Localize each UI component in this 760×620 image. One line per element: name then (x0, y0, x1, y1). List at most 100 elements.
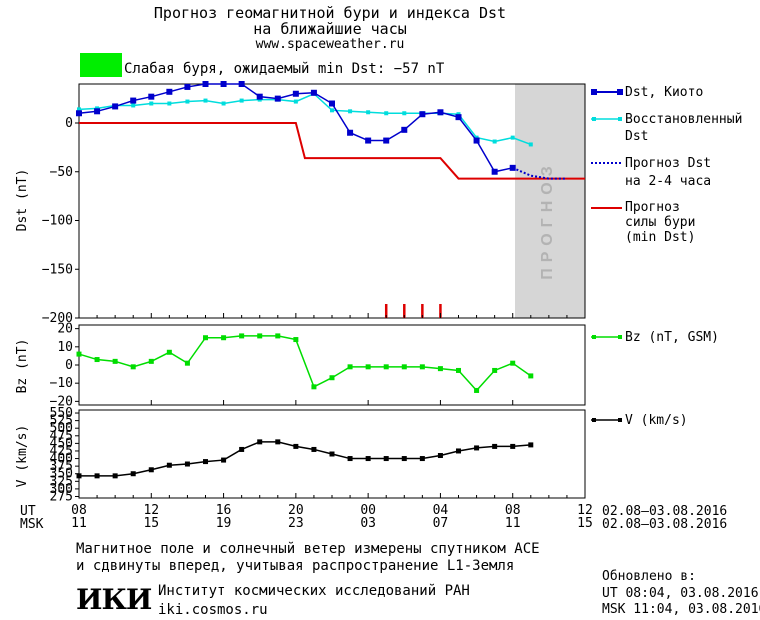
data-point (473, 137, 480, 144)
chart-title: Прогноз геомагнитной бури и индекса Dst (153, 4, 507, 22)
data-point (112, 473, 118, 479)
ytick-label: 300 (50, 482, 73, 497)
chart-subtitle: на ближайшие часы (253, 20, 407, 38)
ut-label: UT (20, 504, 36, 519)
ytick-label: −150 (42, 262, 73, 277)
ytick-label: 450 (50, 436, 73, 451)
data-point (492, 139, 497, 144)
data-point (347, 129, 354, 136)
data-point (166, 462, 172, 468)
ytick-label: −200 (42, 311, 73, 326)
data-point (310, 89, 317, 96)
ut-tick-label: 00 (360, 503, 376, 518)
forecast-band (515, 84, 585, 318)
data-point (130, 97, 137, 104)
data-point (221, 457, 227, 463)
ytick-label: 325 (50, 474, 73, 489)
data-point (76, 473, 82, 479)
data-point (148, 93, 155, 100)
msk-date-range: 02.08–03.08.2016 (602, 517, 728, 532)
data-point (365, 137, 372, 144)
ytick-label: 500 (50, 421, 73, 436)
source-url[interactable]: www.spaceweather.ru (255, 37, 405, 52)
series-line (512, 166, 567, 180)
data-point (185, 99, 190, 104)
data-point (184, 461, 190, 467)
ut-date-range: 02.08–03.08.2016 (602, 504, 728, 519)
data-point (238, 81, 245, 87)
data-point (112, 103, 119, 110)
data-point (257, 333, 263, 339)
ut-tick-label: 12 (143, 503, 159, 518)
ytick-label: −20 (50, 394, 73, 409)
institute-site[interactable]: iki.cosmos.ru (158, 602, 268, 618)
data-point (203, 98, 208, 103)
data-point (293, 443, 299, 449)
ytick-label: 0 (65, 116, 73, 131)
data-point (510, 135, 515, 140)
data-point (330, 108, 334, 113)
msk-tick-label: 23 (288, 516, 304, 531)
data-point (184, 83, 191, 90)
ytick-label: −100 (42, 214, 73, 229)
ytick-label: 475 (50, 429, 73, 444)
series-line (79, 441, 531, 477)
ytick-label: 425 (50, 444, 73, 459)
data-point (383, 137, 390, 144)
data-point (77, 107, 81, 112)
updated-ut: UT 08:04, 03.08.2016 (602, 586, 759, 601)
data-point (274, 95, 281, 102)
msk-tick-label: 11 (505, 516, 521, 531)
ytick-label: 20 (57, 322, 73, 337)
bz-ylabel: Bz (nT) (15, 339, 30, 394)
note-line-2: и сдвинуты вперед, учитывая распростране… (76, 558, 515, 574)
ytick-label: 350 (50, 467, 73, 482)
data-point (329, 375, 335, 381)
data-point (293, 99, 298, 104)
data-point (257, 439, 263, 445)
data-point (148, 467, 154, 473)
data-point (456, 448, 461, 454)
data-point (419, 364, 425, 370)
dst-panel: ПРОГНОЗ 0 −50 −100 −150 −200 Dst (nT) (15, 81, 586, 326)
data-point (401, 456, 407, 462)
data-point (456, 367, 461, 373)
msk-tick-label: 07 (433, 516, 449, 531)
bz-panel: 20 10 0 −10 −20 Bz (nT) (15, 322, 586, 409)
data-point (94, 473, 100, 479)
updated-label: Обновлено в: (602, 569, 696, 584)
data-point (94, 108, 101, 115)
data-point (220, 81, 227, 87)
iki-logo: ИКИ (76, 583, 152, 616)
data-point (384, 111, 389, 116)
data-point (492, 443, 498, 449)
ytick-label: −10 (50, 376, 73, 391)
data-point (221, 101, 226, 106)
legend-storm-1: Прогноз (625, 200, 680, 215)
legend-forecast-1: Прогноз Dst (625, 156, 712, 171)
data-point (130, 471, 136, 477)
v-ylabel: V (km/s) (15, 425, 30, 488)
ytick-label: 550 (50, 406, 73, 421)
msk-tick-label: 03 (360, 516, 376, 531)
forecast-band-label: ПРОГНОЗ (539, 160, 556, 280)
ut-tick-label: 04 (433, 503, 449, 518)
data-point (293, 337, 299, 343)
data-point (239, 333, 245, 339)
data-point (329, 100, 335, 107)
data-point (94, 357, 100, 363)
data-point (492, 367, 498, 373)
legend-storm-3: (min Dst) (625, 230, 696, 245)
data-point (401, 364, 407, 370)
series-line (78, 83, 513, 173)
data-point (528, 442, 534, 448)
msk-tick-label: 11 (71, 516, 87, 531)
legend-forecast-2: на 2-4 часа (625, 174, 712, 189)
data-point (239, 446, 245, 452)
institute-name: Институт космических исследований РАН (158, 583, 470, 599)
data-point (166, 349, 172, 355)
data-point (365, 364, 371, 370)
legend-dst-kyoto: Dst, Киото (625, 85, 704, 100)
